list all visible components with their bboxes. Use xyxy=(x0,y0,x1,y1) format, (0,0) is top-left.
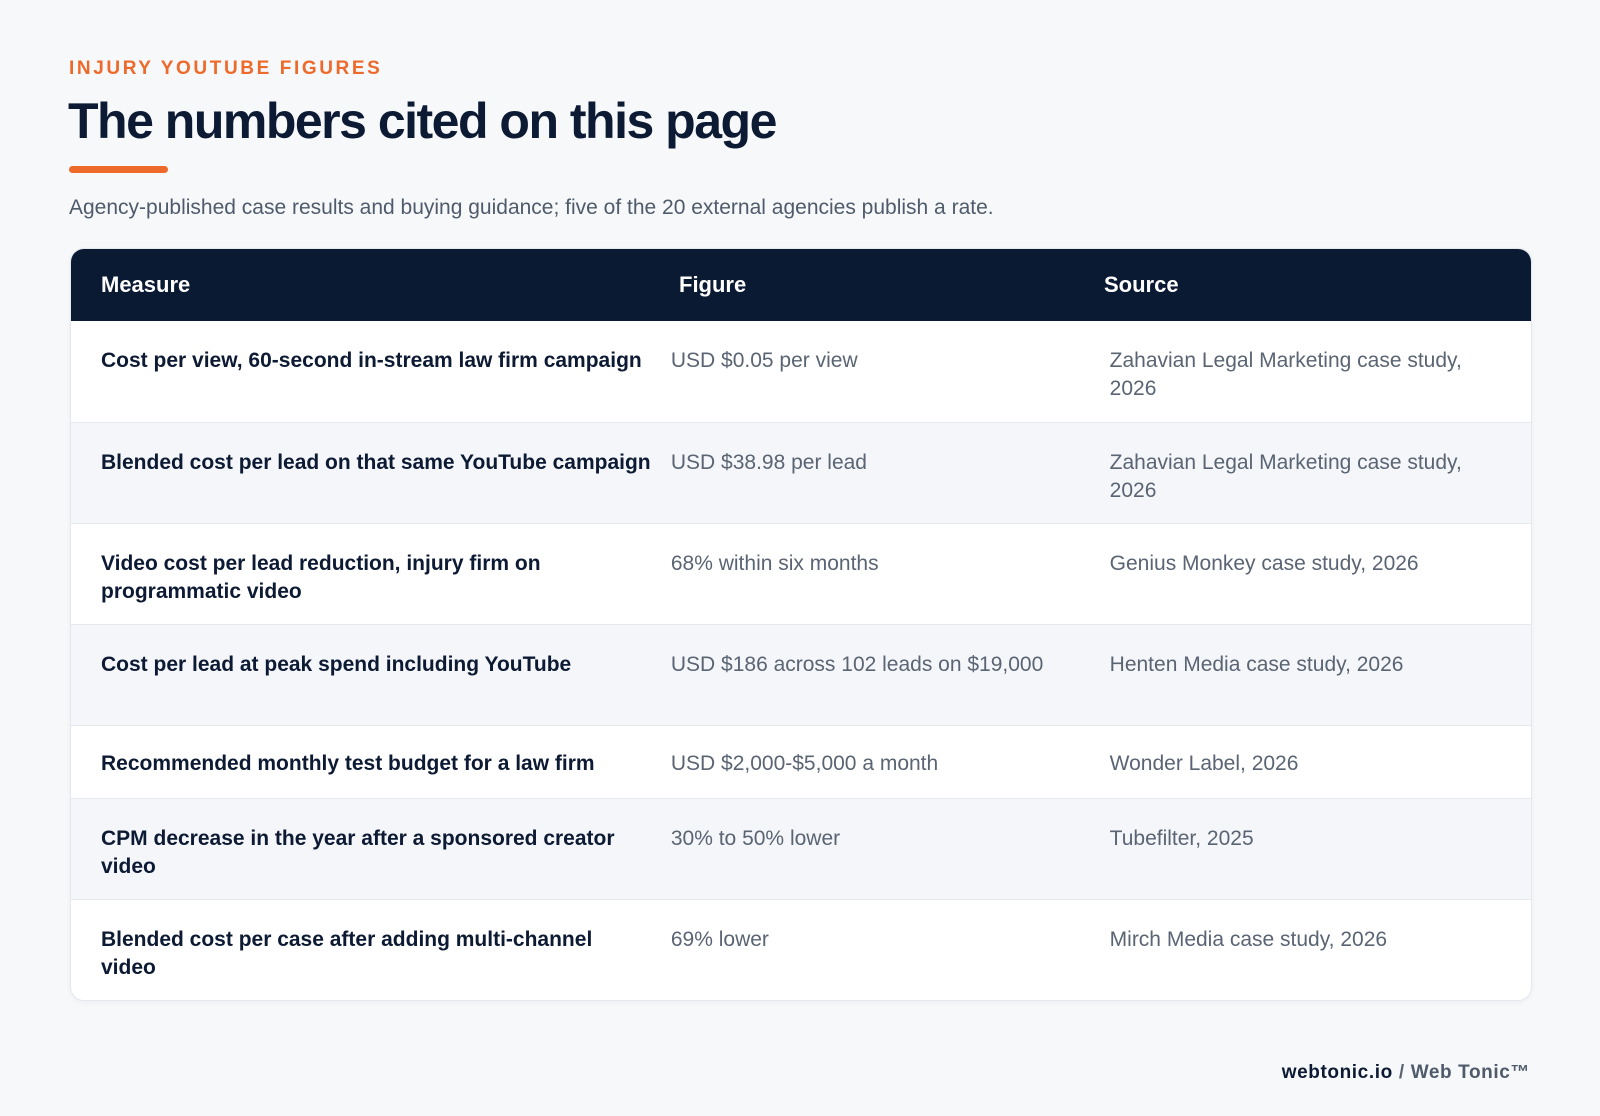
column-header-figure: Figure xyxy=(679,272,747,297)
source-cell: Zahavian Legal Marketing case study, 202… xyxy=(1109,349,1462,400)
footer-separator: / xyxy=(1398,1062,1405,1083)
column-header-source: Source xyxy=(1104,272,1179,297)
table-body: Cost per view, 60-second in-stream law f… xyxy=(71,321,1531,1000)
figure-cell: 68% within six months xyxy=(670,552,879,575)
source-cell: Henten Media case study, 2026 xyxy=(1109,653,1404,676)
table-row: Cost per lead at peak spend including Yo… xyxy=(71,624,1531,725)
figure-cell: 69% lower xyxy=(670,928,769,951)
figure-cell: USD $38.98 per lead xyxy=(670,451,867,474)
table-row: Cost per view, 60-second in-stream law f… xyxy=(71,321,1531,422)
measure-cell: Recommended monthly test budget for a la… xyxy=(101,752,595,775)
measure-cell: Cost per lead at peak spend including Yo… xyxy=(101,653,572,676)
footer-credit: webtonic.io / Web Tonic™ xyxy=(1282,1062,1530,1084)
measure-cell: Blended cost per lead on that same YouTu… xyxy=(101,451,651,474)
title-accent-bar xyxy=(69,166,168,173)
page-subtitle: Agency-published case results and buying… xyxy=(69,196,994,219)
table-row: Recommended monthly test budget for a la… xyxy=(71,725,1531,798)
footer-brand: Web Tonic™ xyxy=(1410,1062,1530,1083)
footer-site: webtonic.io xyxy=(1281,1062,1393,1083)
source-cell: Wonder Label, 2026 xyxy=(1109,752,1299,775)
figures-table: Measure Figure Source Cost per view, 60-… xyxy=(70,248,1532,1001)
table-row: CPM decrease in the year after a sponsor… xyxy=(71,798,1531,899)
figure-cell: USD $0.05 per view xyxy=(670,349,858,372)
figure-cell: USD $186 across 102 leads on $19,000 xyxy=(670,653,1044,676)
source-cell: Zahavian Legal Marketing case study, 202… xyxy=(1109,451,1462,502)
measure-cell: CPM decrease in the year after a sponsor… xyxy=(101,827,615,878)
figure-cell: 30% to 50% lower xyxy=(670,827,841,850)
source-cell: Genius Monkey case study, 2026 xyxy=(1109,552,1419,575)
figure-cell: USD $2,000-$5,000 a month xyxy=(670,752,939,775)
column-header-measure: Measure xyxy=(101,272,191,297)
measure-cell: Blended cost per case after adding multi… xyxy=(101,928,593,979)
source-cell: Tubefilter, 2025 xyxy=(1109,827,1254,850)
table-header: Measure Figure Source xyxy=(71,249,1531,321)
eyebrow-label: INJURY YOUTUBE FIGURES xyxy=(69,58,383,79)
table-row: Blended cost per lead on that same YouTu… xyxy=(71,422,1531,523)
table-row: Blended cost per case after adding multi… xyxy=(71,899,1531,1000)
measure-cell: Cost per view, 60-second in-stream law f… xyxy=(101,349,642,372)
measure-cell: Video cost per lead reduction, injury fi… xyxy=(101,552,541,603)
page-title: The numbers cited on this page xyxy=(68,93,777,149)
table-row: Video cost per lead reduction, injury fi… xyxy=(71,523,1531,624)
source-cell: Mirch Media case study, 2026 xyxy=(1109,928,1388,951)
